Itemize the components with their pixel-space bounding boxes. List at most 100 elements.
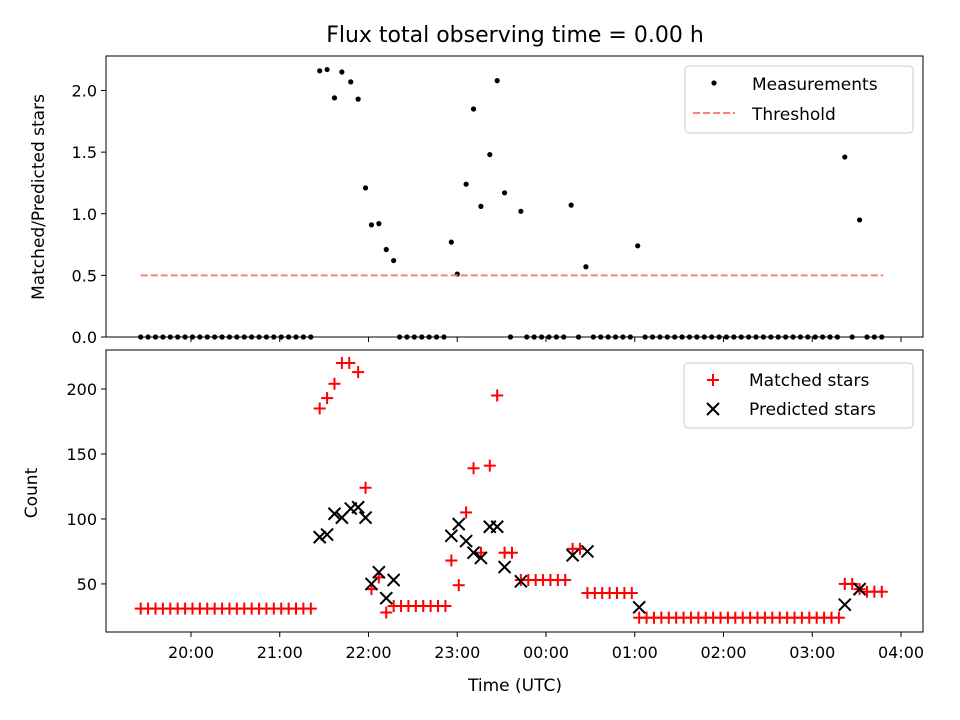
matched-star-point: [625, 587, 638, 600]
x-tick-label: 23:00: [434, 643, 480, 662]
y-tick-label: 1.5: [72, 143, 97, 162]
y-tick-label: 0.5: [72, 266, 97, 285]
predicted-star-point: [312, 530, 327, 544]
predicted-star-point: [852, 582, 867, 596]
predicted-star-point: [358, 510, 373, 525]
x-axis-label: Time (UTC): [467, 676, 562, 696]
measurement-point: [368, 222, 375, 228]
x-tick-label: 01:00: [612, 643, 658, 662]
measurement-point: [463, 181, 469, 187]
matched-star-point: [352, 366, 365, 379]
measurement-point: [583, 264, 589, 270]
y-tick-label: 150: [66, 445, 97, 464]
x-tick-label: 04:00: [878, 643, 924, 662]
x-tick-label: 02:00: [700, 643, 746, 662]
ratio-plot: 0.00.51.01.52.0 Matched/Predicted stars …: [29, 55, 924, 347]
measurement-point: [391, 257, 397, 264]
x-tick-label: 22:00: [345, 643, 391, 662]
predicted-star-point: [514, 574, 528, 589]
measurement-point: [487, 151, 493, 158]
matched-star-point: [832, 611, 845, 624]
y-tick-label: 2.0: [72, 82, 97, 101]
predicted-star-point: [386, 573, 401, 587]
predicted-star-point: [838, 598, 852, 612]
x-tick-label: 03:00: [789, 643, 835, 662]
measurement-point: [324, 66, 330, 73]
predicted-star-point: [565, 548, 580, 563]
measurement-point: [494, 78, 500, 84]
y-tick-label: 1.0: [72, 205, 97, 224]
legend-threshold: Threshold: [751, 105, 836, 125]
legend-predicted-stars: Predicted stars: [749, 400, 876, 420]
matched-star-point: [875, 585, 888, 598]
measurement-point: [501, 190, 508, 196]
x-tick-label: 00:00: [523, 643, 569, 662]
matched-star-point: [321, 392, 334, 405]
predicted-star-point: [466, 546, 481, 560]
legend-measurements: Measurements: [752, 75, 878, 95]
measurement-point: [856, 217, 863, 223]
count-y-label: Count: [22, 467, 42, 518]
y-tick-label: 50: [77, 575, 97, 594]
ratio-legend: Measurements Threshold: [684, 65, 914, 134]
matched-star-point: [452, 579, 465, 592]
count-plot: 20:00 21:00 22:00 23:00 00:00 01:00 02:00 03:00…: [22, 349, 924, 696]
predicted-star-point: [490, 520, 504, 534]
matched-star-point: [505, 546, 518, 559]
measurement-point: [568, 202, 574, 208]
y-tick-label: 0.0: [72, 328, 97, 347]
predicted-star-point: [474, 551, 488, 565]
measurement-point: [470, 106, 477, 112]
measurement-point: [339, 69, 345, 75]
y-tick-label: 200: [66, 380, 97, 399]
y-tick-label: 100: [66, 510, 97, 529]
measurement-point: [376, 221, 382, 227]
predicted-star-point: [444, 529, 459, 543]
matched-star-point: [483, 459, 496, 472]
predicted-star-point: [379, 591, 393, 605]
ratio-plot-frame: [105, 55, 924, 338]
chart-title: Flux total observing time = 0.00 h: [326, 23, 704, 48]
matched-star-point: [467, 462, 480, 475]
predicted-star-point: [351, 500, 365, 514]
predicted-star-point: [497, 560, 512, 574]
measurement-point: [518, 208, 524, 214]
measurement-point: [478, 203, 484, 209]
measurement-point: [383, 246, 389, 253]
matched-star-point: [460, 506, 473, 519]
matched-star-point: [313, 402, 326, 415]
predicted-star-point: [372, 565, 386, 579]
measurement-point: [448, 239, 454, 245]
matched-star-point: [491, 389, 504, 402]
measurement-point: [362, 185, 369, 191]
predicted-star-point: [632, 600, 646, 615]
matched-star-point: [559, 574, 572, 587]
measurement-point: [842, 154, 848, 160]
measurement-point: [331, 95, 338, 101]
measurement-point: [348, 79, 354, 85]
matched-star-point: [304, 602, 317, 615]
matched-star-point: [846, 577, 859, 590]
measurement-point: [317, 68, 323, 74]
count-legend: Matched stars Predicted stars: [683, 362, 914, 429]
predicted-star-point: [580, 544, 595, 559]
ratio-y-label: Matched/Predicted stars: [29, 94, 49, 300]
matched-star-point: [359, 481, 372, 494]
count-plot-frame: [105, 349, 924, 633]
predicted-star-point: [364, 577, 379, 591]
x-tick-label: 20:00: [168, 643, 214, 662]
matched-star-point: [445, 554, 458, 567]
legend-matched-stars: Matched stars: [749, 371, 869, 391]
measurement-point: [635, 243, 641, 249]
matched-star-point: [380, 606, 393, 619]
predicted-star-point: [320, 527, 334, 542]
x-tick-label: 21:00: [257, 643, 303, 662]
matched-star-point: [439, 600, 452, 613]
predicted-star-point: [452, 517, 466, 531]
measurement-point: [355, 96, 361, 102]
matched-star-point: [328, 377, 341, 390]
matched-star-point: [343, 356, 356, 369]
predicted-star-point: [327, 507, 342, 521]
predicted-star-point: [459, 534, 473, 548]
